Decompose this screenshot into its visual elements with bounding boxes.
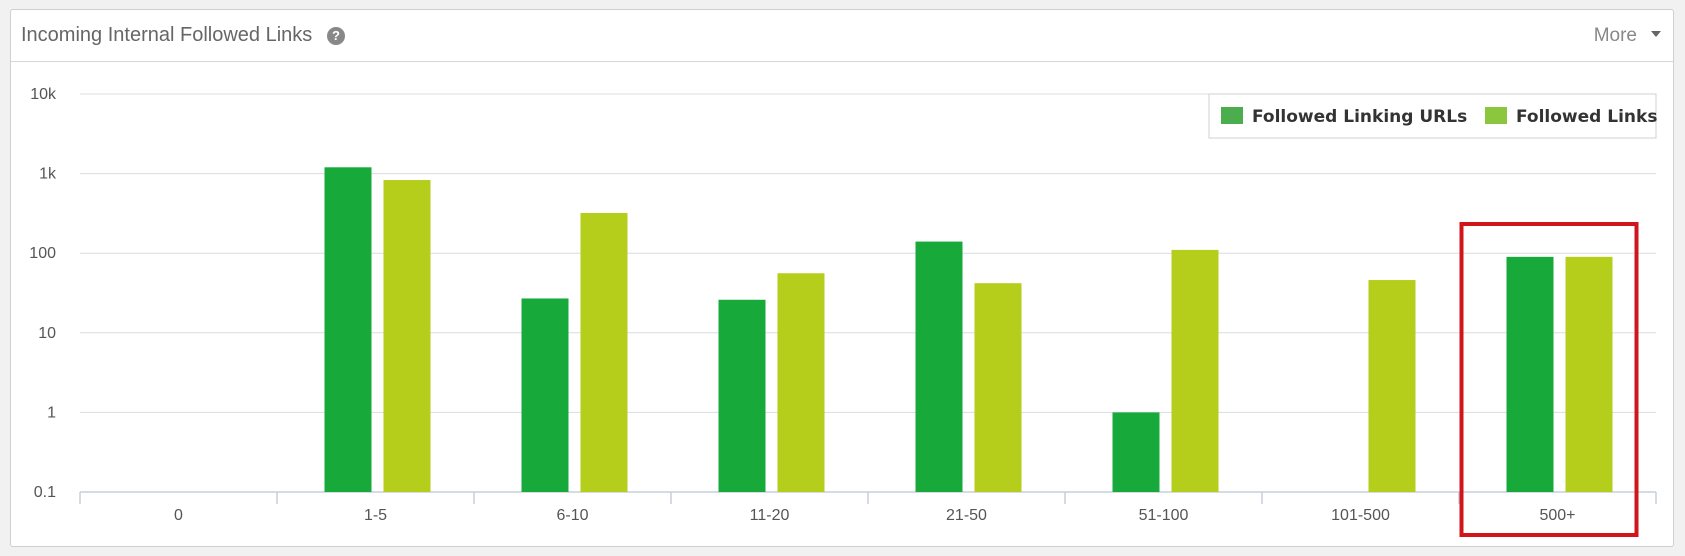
x-tick-label: 500+ [1539,507,1575,524]
y-tick-label: 1k [39,166,57,183]
panel-title: Incoming Internal Followed Links [21,24,313,46]
bar-followed-links [383,180,431,492]
y-tick-label: 10k [30,86,57,103]
x-tick-label: 6-10 [556,507,588,524]
y-tick-label: 100 [29,245,56,262]
x-tick-label: 0 [174,507,183,524]
bar-followed-links [1368,280,1416,492]
bar-followed-linking-urls [324,167,372,492]
y-tick-label: 1 [47,404,56,421]
x-tick-label: 1-5 [364,507,387,524]
bar-followed-linking-urls [1506,256,1554,492]
bar-followed-links [580,212,628,493]
y-tick-label: 0.1 [34,484,56,501]
legend-label: Followed Linking URLs [1252,107,1467,127]
bar-followed-linking-urls [1112,412,1160,492]
x-tick-label: 21-50 [946,507,987,524]
x-tick-label: 11-20 [750,507,790,524]
bar-followed-links [1565,256,1613,492]
legend-swatch [1221,107,1243,124]
bar-followed-linking-urls [915,241,963,492]
more-dropdown[interactable]: More [1594,25,1661,47]
y-tick-label: 10 [38,325,56,342]
legend-swatch [1485,107,1507,124]
more-label: More [1593,25,1637,46]
bar-followed-links [974,283,1022,492]
x-tick-label: 51-100 [1139,507,1189,524]
bar-followed-links [777,273,825,492]
bar-followed-linking-urls [521,298,569,492]
legend-box [1208,93,1657,139]
highlight-box [1459,222,1639,537]
panel-header: Incoming Internal Followed Links ? More [11,10,1673,62]
bar-followed-links [1171,249,1219,492]
caret-down-icon [1651,30,1661,37]
x-tick-label: 101-500 [1331,507,1390,524]
bar-followed-linking-urls [718,299,766,492]
legend-label: Followed Links [1516,107,1657,127]
question-circle-icon[interactable]: ? [327,27,345,45]
